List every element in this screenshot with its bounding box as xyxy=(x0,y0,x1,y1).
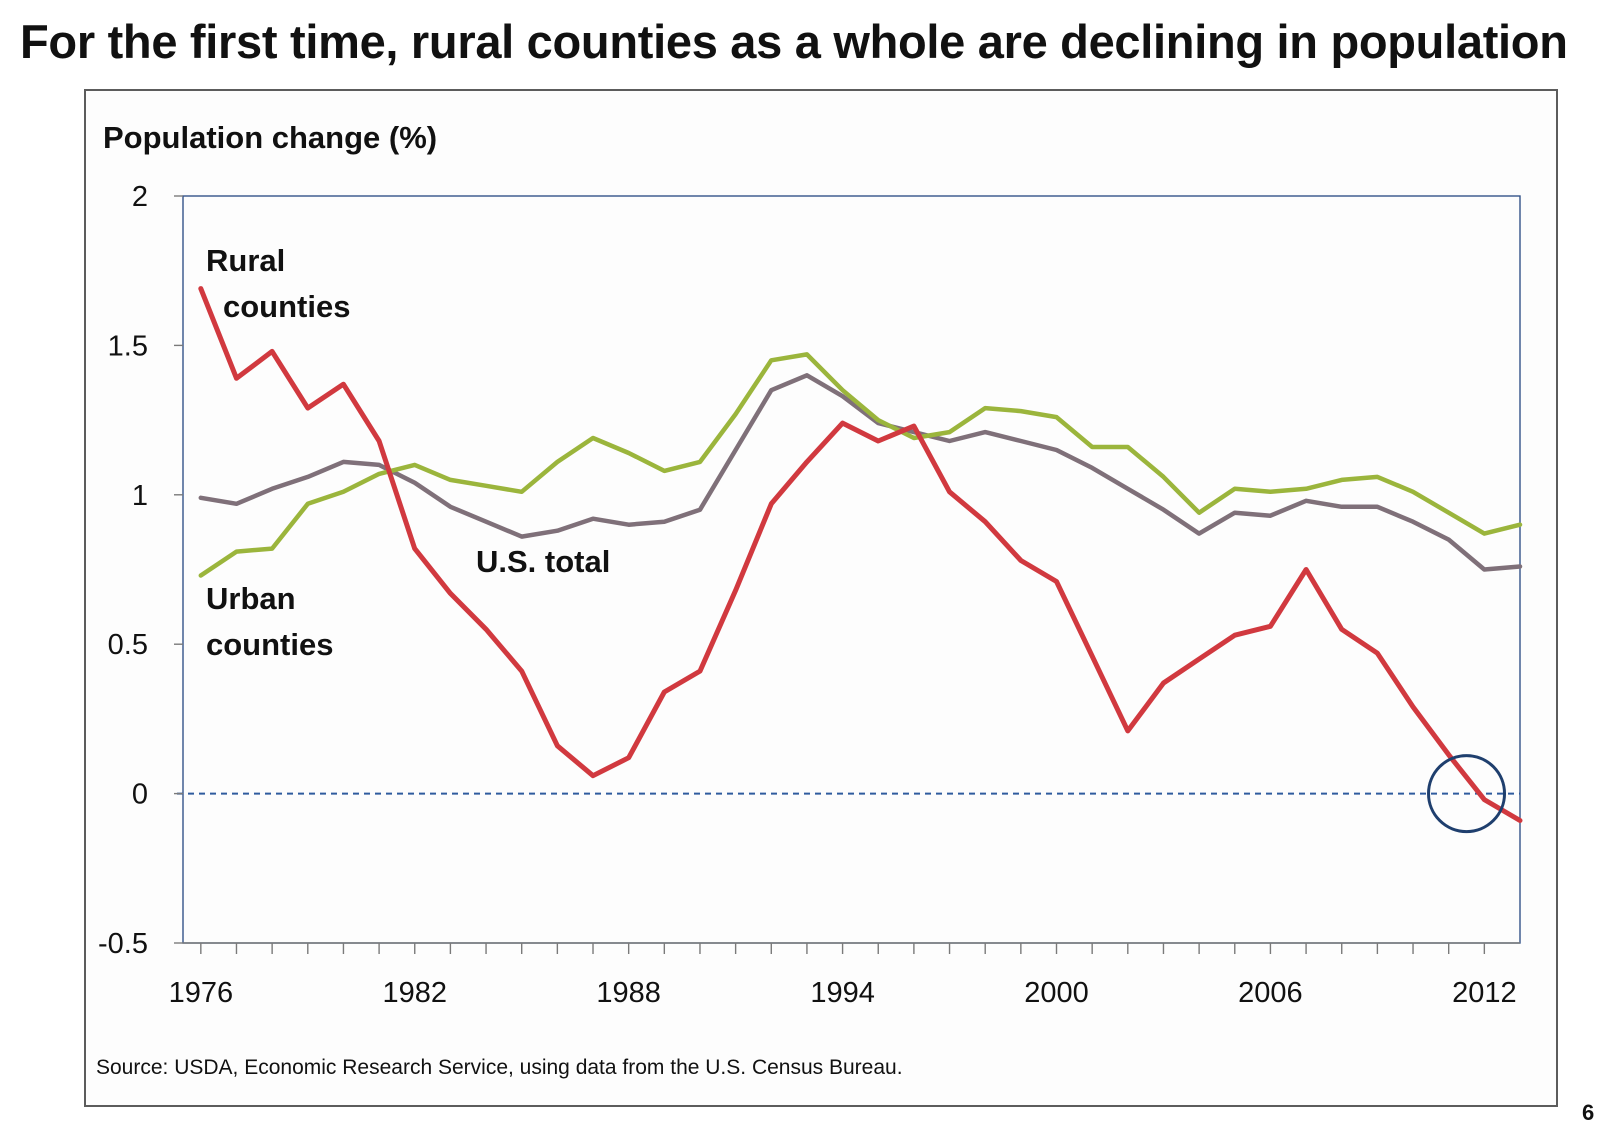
x-axis-tick-label: 1988 xyxy=(596,977,661,1009)
x-axis-tick-label: 1982 xyxy=(382,977,447,1009)
series-line-rural xyxy=(198,286,1523,823)
x-axis-tick-label: 1994 xyxy=(810,977,875,1009)
y-axis-tick-label: 2 xyxy=(132,181,148,213)
urban-label-line-1: Urban xyxy=(206,581,296,616)
x-axis-tick-label: 2006 xyxy=(1238,977,1303,1009)
series-line-us-total xyxy=(198,373,1523,572)
source-note: Source: USDA, Economic Research Service,… xyxy=(96,1056,903,1079)
x-axis-tick-label: 2012 xyxy=(1452,977,1517,1009)
series-lines xyxy=(198,286,1523,823)
y-axis: -0.5 0 0.5 1 1.5 2 xyxy=(98,181,183,960)
us-total-label: U.S. total xyxy=(476,544,610,579)
y-axis-tick-label: 0 xyxy=(132,779,148,811)
urban-label-line-2: counties xyxy=(206,627,333,662)
x-axis: 1976 1982 1988 1994 2000 2006 2012 xyxy=(169,942,1520,1009)
slide-title: For the first time, rural counties as a … xyxy=(20,15,1568,68)
highlight-circle xyxy=(1427,754,1507,834)
rural-label-line-2: counties xyxy=(223,289,350,324)
y-axis-tick-label: 1.5 xyxy=(108,330,148,362)
page-number: 6 xyxy=(1582,1100,1595,1125)
x-axis-tick-label: 2000 xyxy=(1024,977,1089,1009)
y-axis-tick-label: 1 xyxy=(132,480,148,512)
plot-border xyxy=(182,195,1521,944)
rural-label: Rural counties xyxy=(206,243,350,324)
y-axis-tick-label: -0.5 xyxy=(98,928,148,960)
x-axis-tick-label: 1976 xyxy=(169,977,234,1009)
y-axis-tick-label: 0.5 xyxy=(108,629,148,661)
chart-frame xyxy=(84,89,1558,1107)
urban-label: Urban counties xyxy=(206,581,333,662)
series-line-urban xyxy=(198,352,1523,578)
rural-label-line-1: Rural xyxy=(206,243,285,278)
y-axis-title: Population change (%) xyxy=(103,120,437,155)
